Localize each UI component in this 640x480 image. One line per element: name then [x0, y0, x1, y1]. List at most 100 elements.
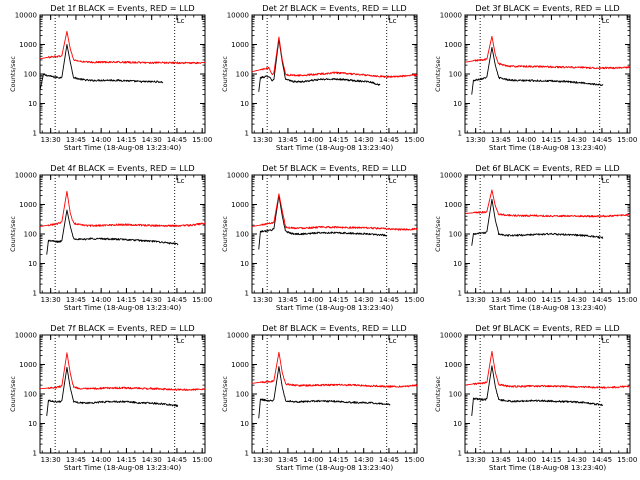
- x-tick-label: 14:00: [303, 296, 323, 304]
- plot-frame: [39, 174, 206, 294]
- y-tick-label: 10000: [227, 172, 249, 180]
- events-series-line: [258, 366, 391, 419]
- y-axis-label: Counts/sec: [434, 216, 442, 252]
- x-axis-label: Start Time (18-Aug-08 13:23:40): [276, 463, 393, 472]
- x-tick-label: 14:45: [592, 296, 612, 304]
- x-tick-label: 14:30: [567, 136, 587, 144]
- y-tick-label: 1000: [231, 361, 249, 369]
- x-tick-label: 13:45: [491, 136, 511, 144]
- lld-series-line: [39, 30, 206, 65]
- x-axis-label: Start Time (18-Aug-08 13:23:40): [276, 143, 393, 152]
- y-tick-label: 1000: [19, 41, 37, 49]
- plot-frame: [251, 174, 418, 294]
- x-tick-label: 14:00: [303, 136, 323, 144]
- y-tick-label: 1000: [19, 361, 37, 369]
- x-axis-label: Start Time (18-Aug-08 13:23:40): [276, 303, 393, 312]
- y-tick-label: 10: [453, 420, 462, 428]
- x-tick-label: 14:30: [567, 296, 587, 304]
- y-tick-label: 100: [449, 71, 462, 79]
- x-tick-label: 14:30: [354, 136, 374, 144]
- x-tick-label: 15:00: [617, 456, 637, 464]
- y-tick-label: 10: [240, 100, 249, 108]
- y-tick-label: 10000: [15, 332, 37, 340]
- y-tick-label: 10: [453, 260, 462, 268]
- x-tick-label: 13:45: [491, 296, 511, 304]
- x-axis-label: Start Time (18-Aug-08 13:23:40): [64, 463, 181, 472]
- plot-frame: [39, 14, 206, 134]
- x-axis-label: Start Time (18-Aug-08 13:23:40): [64, 303, 181, 312]
- y-tick-label: 100: [236, 231, 249, 239]
- y-tick-label: 10000: [440, 12, 462, 20]
- x-tick-label: 13:45: [278, 136, 298, 144]
- x-tick-label: 13:30: [466, 136, 486, 144]
- chart-panel-5: Det 5f BLACK = Events, RED = LLD 1 10 100 10…: [221, 163, 424, 312]
- x-tick-label: 14:30: [567, 456, 587, 464]
- chart-panel-1: Det 1f BLACK = Events, RED = LLD 1 10 100 10…: [9, 3, 212, 152]
- y-tick-label: 10000: [440, 332, 462, 340]
- x-tick-label: 15:00: [192, 456, 212, 464]
- x-tick-label: 15:00: [617, 136, 637, 144]
- x-tick-label: 14:30: [142, 136, 162, 144]
- y-tick-label: 100: [449, 231, 462, 239]
- plot-frame: [464, 334, 631, 454]
- events-series-line: [46, 209, 179, 255]
- y-tick-label: 10000: [227, 12, 249, 20]
- x-tick-label: 15:00: [192, 136, 212, 144]
- vline-label: Lc: [389, 177, 397, 185]
- y-tick-label: 1: [458, 130, 462, 138]
- x-tick-label: 14:00: [516, 296, 536, 304]
- x-tick-label: 14:45: [167, 296, 187, 304]
- chart-title: Det 9f BLACK = Events, RED = LLD: [475, 323, 619, 333]
- x-tick-label: 15:00: [192, 296, 212, 304]
- x-tick-label: 14:30: [354, 296, 374, 304]
- y-tick-label: 100: [24, 231, 37, 239]
- x-tick-label: 14:00: [516, 456, 536, 464]
- x-tick-label: 14:15: [116, 136, 136, 144]
- y-tick-label: 1: [33, 450, 37, 458]
- chart-title: Det 3f BLACK = Events, RED = LLD: [475, 3, 619, 13]
- events-series-line: [471, 198, 604, 246]
- y-axis-label: Counts/sec: [434, 56, 442, 92]
- x-tick-label: 13:30: [253, 296, 273, 304]
- vline-label: Lc: [177, 337, 185, 345]
- x-tick-label: 13:30: [253, 136, 273, 144]
- y-tick-label: 1000: [444, 41, 462, 49]
- x-tick-label: 14:15: [541, 456, 561, 464]
- y-tick-label: 10: [240, 420, 249, 428]
- chart-panel-7: Det 7f BLACK = Events, RED = LLD 1 10 100 10…: [9, 323, 212, 472]
- y-tick-label: 1000: [231, 41, 249, 49]
- y-tick-label: 1: [458, 450, 462, 458]
- y-tick-label: 1000: [231, 201, 249, 209]
- lld-series-line: [464, 35, 631, 70]
- y-tick-label: 1: [458, 290, 462, 298]
- x-tick-label: 14:15: [328, 136, 348, 144]
- lld-series-line: [251, 193, 418, 231]
- x-tick-label: 14:15: [328, 296, 348, 304]
- chart-title: Det 7f BLACK = Events, RED = LLD: [50, 323, 194, 333]
- x-tick-label: 13:30: [41, 136, 61, 144]
- x-tick-label: 14:45: [592, 136, 612, 144]
- x-tick-label: 14:15: [116, 456, 136, 464]
- chart-panel-2: Det 2f BLACK = Events, RED = LLD 1 10 100 10…: [221, 3, 424, 152]
- x-tick-label: 14:00: [91, 296, 111, 304]
- lld-series-line: [464, 350, 631, 389]
- vline-label: Lc: [602, 17, 610, 25]
- chart-title: Det 8f BLACK = Events, RED = LLD: [262, 323, 406, 333]
- x-tick-label: 14:45: [592, 456, 612, 464]
- vline-label: Lc: [602, 177, 610, 185]
- y-tick-label: 10000: [15, 12, 37, 20]
- vline-label: Lc: [602, 337, 610, 345]
- lld-series-line: [251, 351, 418, 388]
- x-tick-label: 14:30: [142, 296, 162, 304]
- x-tick-label: 13:30: [253, 456, 273, 464]
- lld-series-line: [464, 189, 631, 218]
- x-tick-label: 13:45: [66, 456, 86, 464]
- y-tick-label: 10: [453, 100, 462, 108]
- events-series-line: [471, 46, 604, 95]
- x-tick-label: 13:45: [278, 456, 298, 464]
- lld-series-line: [39, 190, 206, 228]
- y-tick-label: 100: [24, 71, 37, 79]
- plot-frame: [251, 14, 418, 134]
- chart-title: Det 2f BLACK = Events, RED = LLD: [262, 3, 406, 13]
- y-tick-label: 1: [245, 130, 249, 138]
